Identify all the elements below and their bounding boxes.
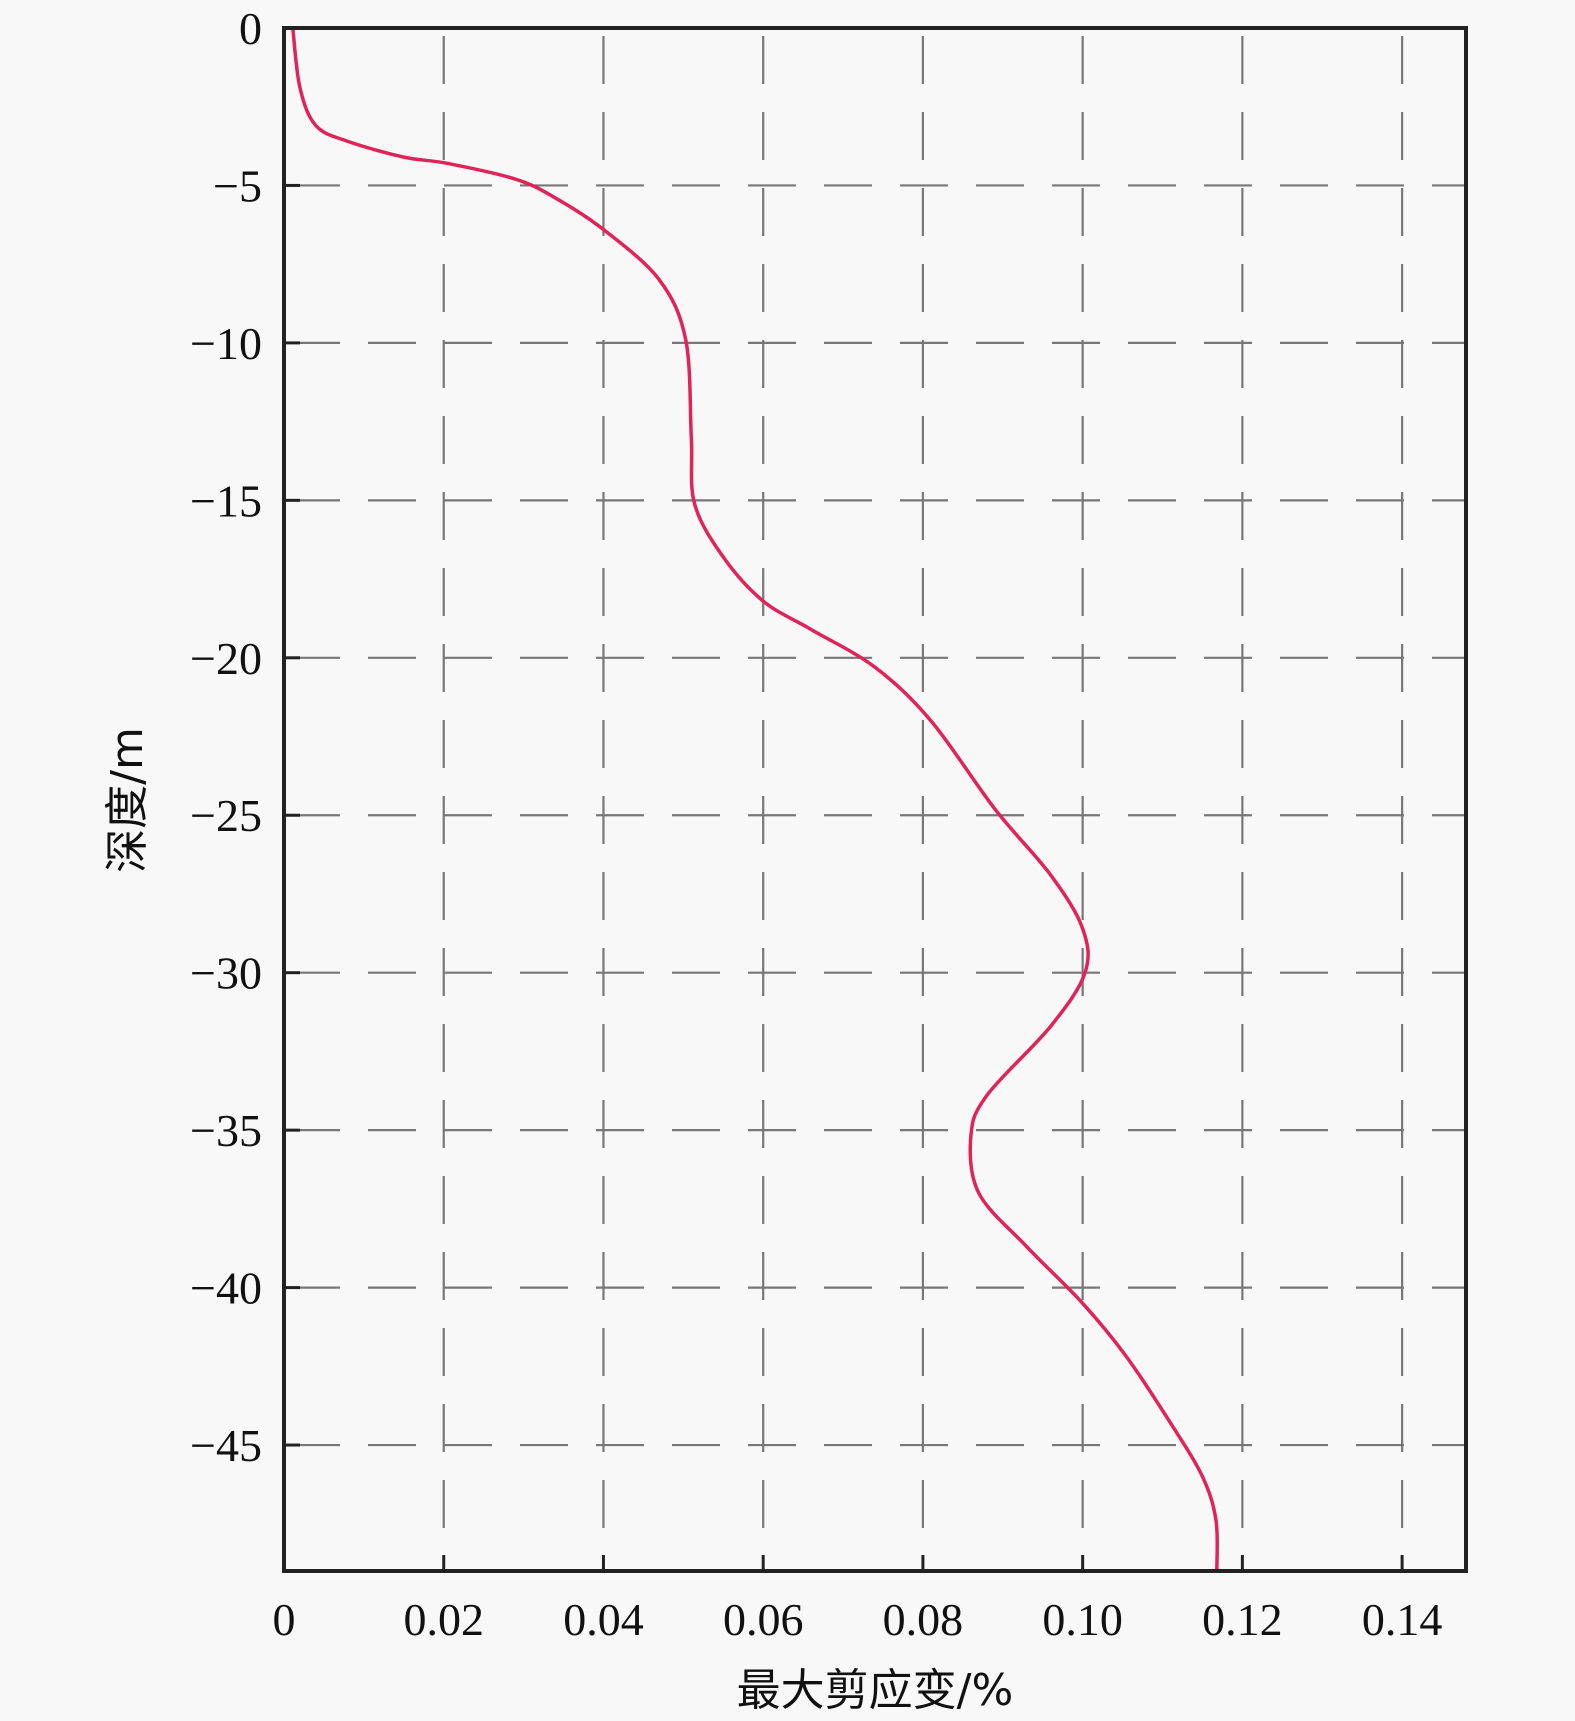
x-tick-label: 0.12 — [1202, 1594, 1283, 1645]
y-tick-label: −30 — [190, 948, 262, 999]
y-tick-label: −25 — [190, 790, 262, 841]
x-tick-label: 0 — [273, 1594, 296, 1645]
y-tick-label: −5 — [213, 160, 262, 211]
y-tick-label: 0 — [239, 3, 262, 54]
x-axis-label: 最大剪应变/% — [737, 1665, 1014, 1716]
grid — [284, 28, 1466, 1571]
plot-frame — [282, 26, 1468, 1573]
x-tick-label: 0.02 — [403, 1594, 484, 1645]
y-tick-label: −20 — [190, 633, 262, 684]
series-line — [291, 27, 1220, 1572]
y-axis-label: 深度/m — [102, 727, 153, 873]
x-tick-label: 0.08 — [883, 1594, 964, 1645]
x-tick-label: 0.10 — [1042, 1594, 1123, 1645]
x-tick-label: 0.14 — [1362, 1594, 1443, 1645]
x-tick-label: 0.04 — [563, 1594, 644, 1645]
y-tick-label: −15 — [190, 475, 262, 526]
tick-labels: 0 0.02 0.04 0.06 0.08 0.10 0.12 0.14 0 −5 −10 −15 −2… — [190, 3, 1442, 1645]
y-tick-label: −35 — [190, 1105, 262, 1156]
y-tick-label: −40 — [190, 1263, 262, 1314]
y-tick-label: −10 — [190, 318, 262, 369]
ticks — [282, 26, 1404, 1571]
x-tick-label: 0.06 — [723, 1594, 804, 1645]
y-tick-label: −45 — [190, 1420, 262, 1471]
